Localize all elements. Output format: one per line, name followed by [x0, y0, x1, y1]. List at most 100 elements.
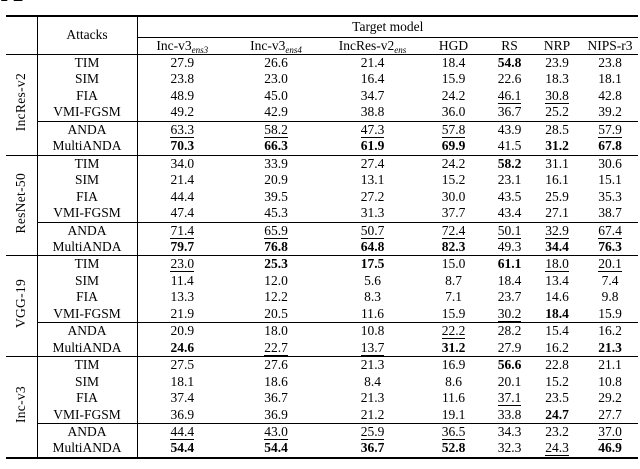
value-cell: 34.4 — [532, 238, 582, 257]
attack-label-anda: ANDA — [37, 221, 138, 239]
value-cell: 27.7 — [598, 406, 622, 422]
value-cell: 30.8 — [545, 87, 569, 104]
value-cell: 38.8 — [360, 104, 385, 120]
value-cell: 27.2 — [360, 188, 385, 204]
value-cell: 23.7 — [497, 289, 522, 305]
table-row: IncRes-v2 TIM 27.9 26.6 21.4 18.4 54.8 23.9 23.8 — [6, 54, 638, 156]
table-row: ANDA 20.9 18.0 10.8 22.2 28.2 15.4 16.2 — [6, 322, 639, 340]
value-cell: 38.7 — [598, 205, 622, 221]
table-row: ResNet-50 TIM 34.0 33.9 27.4 24.2 58.2 31.1 30.6 — [6, 155, 638, 257]
value-cell: 19.1 — [441, 406, 466, 422]
table-row: SIM 18.1 18.6 8.4 8.6 20.1 15.2 10.8 — [6, 373, 638, 391]
table-row: MultiANDA 54.4 54.4 36.7 52.8 32.3 24.3 46.9 — [6, 440, 639, 459]
value-cell: 23.8 — [598, 54, 622, 70]
attack-label-multianda: MultiANDA — [37, 440, 138, 459]
value-cell: 61.1 — [497, 256, 522, 272]
value-cell: 44.4 — [137, 422, 227, 441]
group-label-incres-v2: IncRes-v2 — [6, 54, 38, 156]
value-cell: 21.3 — [360, 390, 385, 406]
value-cell: 21.1 — [598, 357, 622, 373]
column-header-inc-v3-ens4: Inc-v3ens4 — [227, 37, 325, 55]
value-cell: 18.4 — [497, 272, 522, 288]
value-cell: 58.2 — [227, 120, 325, 139]
value-cell: 21.4 — [170, 172, 195, 188]
value-cell: 30.2 — [497, 305, 522, 322]
attack-label-tim: TIM — [37, 255, 138, 273]
value-cell: 57.8 — [420, 120, 487, 139]
value-cell: 18.0 — [227, 322, 325, 340]
table-row: SIM 21.4 20.9 13.1 15.2 23.1 16.1 15.1 — [6, 172, 638, 189]
value-cell: 36.7 — [497, 104, 522, 120]
value-cell: 18.1 — [598, 71, 622, 87]
value-cell: 7.4 — [601, 272, 619, 288]
value-cell: 8.7 — [445, 272, 462, 288]
value-cell: 20.9 — [264, 172, 288, 188]
value-cell: 13.4 — [545, 272, 569, 288]
results-table: Attacks Target model Inc-v3ens3 Inc-v3ens… — [6, 15, 639, 459]
value-cell: 24.7 — [545, 406, 569, 422]
value-cell: 22.8 — [545, 357, 569, 373]
value-cell: 27.6 — [264, 357, 288, 373]
column-header-nips-r3: NIPS-r3 — [582, 37, 639, 55]
value-cell: 34.3 — [487, 422, 532, 441]
attack-label-fia: FIA — [37, 188, 138, 206]
attack-label-fia: FIA — [37, 87, 138, 105]
value-cell: 27.5 — [170, 357, 195, 373]
value-cell: 48.9 — [170, 87, 195, 103]
value-cell: 47.4 — [170, 205, 195, 221]
value-cell: 9.8 — [601, 289, 619, 305]
attack-label-sim: SIM — [37, 373, 138, 391]
value-cell: 43.5 — [497, 188, 522, 204]
value-cell: 11.6 — [441, 390, 466, 406]
group-label-resnet-50: ResNet-50 — [6, 155, 38, 257]
attack-label-multianda: MultiANDA — [37, 238, 138, 257]
table-row: MultiANDA 70.3 66.3 61.9 69.9 41.5 31.2 67.8 — [6, 138, 639, 156]
value-cell: 16.2 — [532, 339, 582, 358]
value-cell: 31.2 — [420, 339, 487, 358]
value-cell: 63.3 — [137, 120, 227, 139]
value-cell: 57.9 — [582, 120, 639, 139]
value-cell: 7.1 — [445, 289, 462, 305]
value-cell: 30.6 — [598, 155, 622, 171]
column-header-inc-v3-ens3: Inc-v3ens3 — [137, 37, 227, 55]
value-cell: 16.9 — [441, 357, 466, 373]
value-cell: 25.3 — [264, 256, 288, 272]
value-cell: 82.3 — [420, 238, 487, 257]
attacks-column-header: Attacks — [37, 16, 138, 55]
value-cell: 39.5 — [264, 188, 288, 204]
value-cell: 39.2 — [598, 104, 622, 120]
rotated-group-label: ResNet-50 — [13, 173, 29, 234]
value-cell: 49.2 — [170, 104, 195, 120]
value-cell: 16.2 — [582, 322, 639, 340]
attack-label-multianda: MultiANDA — [37, 339, 138, 358]
attack-label-fia: FIA — [37, 289, 138, 306]
attack-label-vmi-fgsm: VMI-FGSM — [37, 305, 138, 323]
value-cell: 36.9 — [264, 406, 288, 422]
table-row: FIA 37.4 36.7 21.3 11.6 37.1 23.5 29.2 — [6, 390, 638, 407]
value-cell: 20.5 — [264, 305, 288, 321]
attack-label-tim: TIM — [37, 54, 138, 72]
value-cell: 21.3 — [582, 339, 639, 358]
value-cell: 76.8 — [227, 238, 325, 257]
value-cell: 37.4 — [170, 390, 195, 406]
value-cell: 69.9 — [420, 138, 487, 156]
value-cell: 17.5 — [360, 256, 385, 272]
value-cell: 26.6 — [264, 54, 288, 70]
value-cell: 28.5 — [532, 120, 582, 139]
value-cell: 31.3 — [360, 205, 385, 221]
value-cell: 21.3 — [360, 357, 385, 373]
table-row: FIA 48.9 45.0 34.7 24.2 46.1 30.8 42.8 — [6, 87, 638, 105]
value-cell: 15.2 — [441, 172, 466, 188]
value-cell: 23.8 — [170, 71, 195, 87]
value-cell: 15.1 — [598, 172, 622, 188]
attack-label-sim: SIM — [37, 71, 138, 88]
value-cell: 22.7 — [227, 339, 325, 358]
value-cell: 67.4 — [582, 221, 639, 239]
table-row: FIA 13.3 12.2 8.3 7.1 23.7 14.6 9.8 — [6, 289, 638, 306]
value-cell: 24.6 — [137, 339, 227, 358]
value-cell: 50.7 — [325, 221, 420, 239]
value-cell: 42.8 — [598, 87, 622, 103]
table-row: MultiANDA 79.7 76.8 64.8 82.3 49.3 34.4 76.3 — [6, 238, 639, 257]
value-cell: 8.6 — [445, 373, 462, 389]
